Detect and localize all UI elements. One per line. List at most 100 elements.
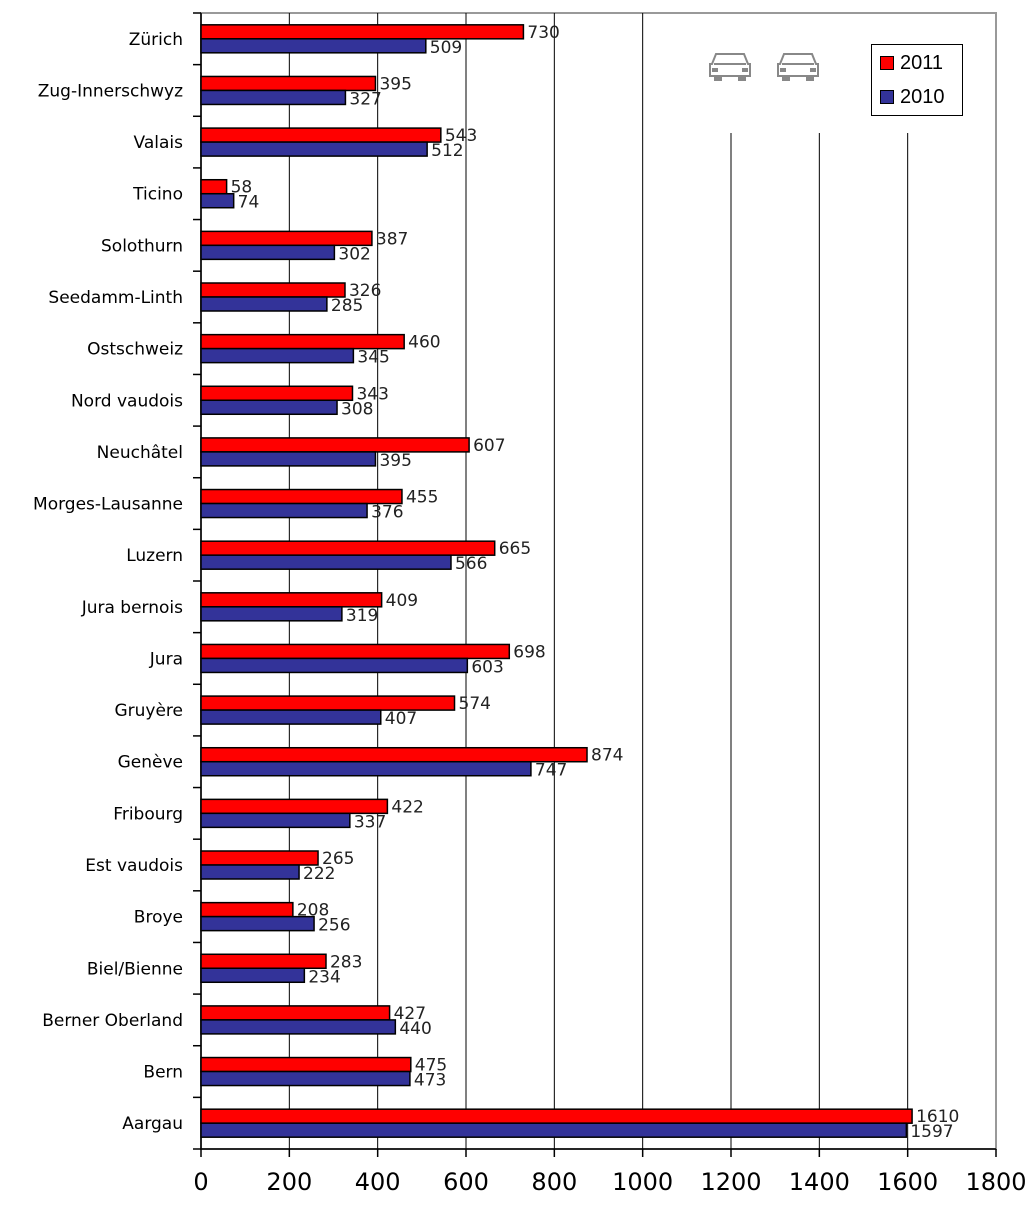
bar-2010 — [200, 141, 428, 157]
data-label-2010: 308 — [341, 399, 373, 419]
data-label-2010: 302 — [338, 244, 370, 264]
category-label: Genève — [118, 753, 183, 773]
data-label-2011: 208 — [297, 901, 329, 921]
data-label-2010: 512 — [431, 141, 463, 161]
category-label: Neuchâtel — [97, 443, 183, 463]
bar-2011 — [200, 953, 327, 970]
category-label: Zürich — [129, 30, 183, 50]
data-label-2011: 574 — [459, 694, 491, 714]
bar-2010 — [200, 657, 469, 674]
data-label-2011: 409 — [386, 591, 418, 611]
legend-label-2011: 2011 — [900, 51, 944, 74]
x-tick-label: 1400 — [789, 1168, 850, 1196]
data-label-2011: 475 — [415, 1056, 447, 1076]
category-label: Broye — [134, 908, 183, 928]
bar-2010 — [200, 915, 315, 932]
data-label-2010: 509 — [430, 38, 462, 58]
x-tick-label: 800 — [531, 1168, 577, 1196]
bar-2010 — [200, 864, 300, 880]
data-label-2011: 395 — [379, 74, 411, 94]
data-label-2011: 698 — [513, 642, 545, 662]
bar-2010 — [200, 1019, 397, 1035]
bar-2010 — [200, 1122, 908, 1138]
data-label-2010: 234 — [308, 967, 340, 987]
category-label: Est vaudois — [85, 856, 183, 876]
data-label-2010: 327 — [349, 89, 381, 109]
data-label-2011: 422 — [391, 797, 423, 817]
bar-2010 — [200, 967, 306, 984]
x-tick-label: 600 — [443, 1168, 489, 1196]
bar-2011 — [200, 230, 373, 247]
bar-2010 — [200, 38, 427, 54]
data-label-2011: 343 — [356, 384, 388, 404]
category-label: Solothurn — [101, 236, 183, 256]
category-label: Ostschweiz — [87, 340, 183, 360]
bar-2011 — [200, 127, 442, 143]
legend-item-2010: 2010 — [880, 85, 945, 109]
data-label-2010: 285 — [331, 296, 363, 316]
bar-2010 — [200, 502, 368, 519]
car-icon — [774, 46, 822, 86]
data-label-2011: 874 — [591, 746, 623, 766]
bar-2011 — [200, 850, 319, 866]
data-label-2011: 427 — [394, 1004, 426, 1024]
bar-2011 — [200, 282, 346, 298]
legend-item-2011: 2011 — [880, 51, 943, 75]
bar-2010 — [200, 812, 351, 829]
data-label-2011: 387 — [376, 229, 408, 249]
bar-2010 — [200, 1070, 411, 1087]
category-label: Fribourg — [113, 804, 183, 824]
bar-2010 — [200, 760, 532, 777]
bar-2011 — [200, 592, 383, 608]
category-label: Zug-Innerschwyz — [38, 81, 183, 101]
bar-2010 — [200, 399, 338, 416]
data-label-2011: 283 — [330, 952, 362, 972]
legend-swatch-2011 — [880, 56, 894, 70]
data-label-2010: 256 — [318, 916, 350, 936]
data-label-2010: 345 — [357, 348, 389, 368]
bar-2011 — [200, 1005, 391, 1021]
category-label: Berner Oberland — [42, 1011, 183, 1031]
data-label-2011: 607 — [473, 436, 505, 456]
data-label-2010: 473 — [414, 1071, 446, 1091]
data-label-2011: 730 — [527, 23, 559, 43]
category-label: Biel/Bienne — [87, 959, 183, 979]
data-label-2010: 74 — [238, 193, 260, 213]
bar-2011 — [200, 746, 588, 763]
bar-2011 — [200, 695, 456, 711]
data-label-2010: 222 — [303, 864, 335, 884]
data-label-2011: 326 — [349, 281, 381, 301]
data-label-2010: 1597 — [910, 1122, 953, 1142]
bar-2010 — [200, 451, 377, 467]
data-label-2010: 337 — [354, 812, 386, 832]
data-label-2011: 455 — [406, 488, 438, 508]
data-label-2011: 1610 — [916, 1107, 959, 1127]
bar-2010 — [200, 192, 235, 209]
category-label: Seedamm-Linth — [48, 288, 183, 308]
data-label-2010: 395 — [379, 451, 411, 471]
data-label-2010: 566 — [455, 554, 487, 574]
bar-2011 — [200, 798, 389, 815]
category-label: Gruyère — [114, 701, 183, 721]
plot-area — [200, 12, 997, 1150]
category-label: Aargau — [122, 1114, 183, 1134]
category-label: Jura bernois — [81, 598, 183, 618]
category-label: Valais — [134, 133, 184, 153]
category-label: Ticino — [132, 185, 183, 205]
data-label-2010: 407 — [385, 709, 417, 729]
bar-2011 — [200, 178, 228, 195]
bar-2011 — [200, 24, 525, 40]
category-label: Nord vaudois — [71, 391, 183, 411]
bar-2011 — [200, 333, 405, 350]
bar-2010 — [200, 554, 452, 570]
data-label-2011: 58 — [231, 178, 253, 198]
bar-2011 — [200, 643, 511, 660]
bar-2010 — [200, 296, 328, 312]
category-label: Morges-Lausanne — [33, 495, 183, 515]
bar-2011 — [200, 1108, 913, 1124]
bar-2011 — [200, 540, 496, 556]
bar-2011 — [200, 385, 354, 402]
legend-label-2010: 2010 — [900, 85, 945, 108]
bar-2011 — [200, 437, 470, 453]
